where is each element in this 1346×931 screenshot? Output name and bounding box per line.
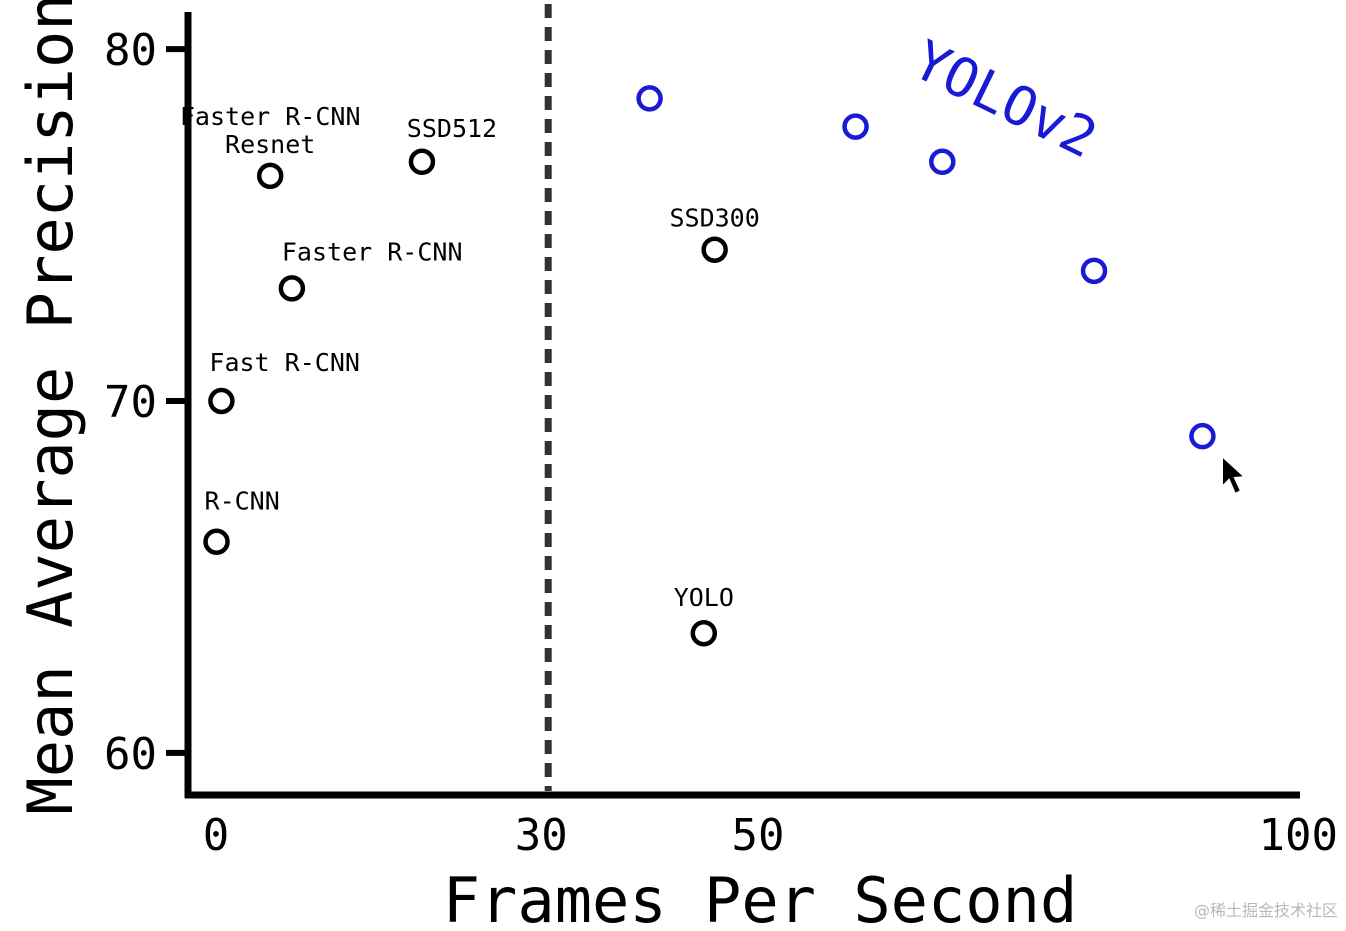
x-tick-label: 50 (732, 810, 785, 861)
data-point (203, 528, 230, 555)
point-label: YOLO (674, 583, 734, 612)
y-tick-label: 80 (104, 25, 157, 76)
x-tick-label: 30 (515, 810, 568, 861)
y-axis-title: Mean Average Precision (14, 0, 87, 815)
yolov2-point (1080, 257, 1108, 285)
yolov2-point (929, 148, 956, 176)
yolov2-point (1189, 422, 1216, 450)
yolov2-series-label: YOLOv2 (904, 28, 1107, 170)
data-point (208, 387, 235, 415)
point-label: SSD512 (407, 114, 497, 143)
data-point (278, 275, 306, 302)
x-axis-title: Frames Per Second (443, 864, 1078, 927)
point-label: SSD300 (669, 204, 759, 233)
point-label: Faster R-CNN (282, 237, 463, 266)
watermark: @稀土掘金技术社区 (1193, 901, 1338, 920)
data-point (256, 162, 284, 190)
data-point (690, 619, 718, 647)
data-point (408, 148, 436, 176)
y-tick-label: 70 (104, 377, 157, 428)
point-label: Resnet (225, 130, 315, 159)
point-label: Faster R-CNN (180, 102, 361, 131)
point-label: R-CNN (205, 487, 280, 516)
yolov2-point (842, 113, 869, 140)
data-point (701, 236, 728, 263)
x-tick-label: 100 (1259, 810, 1338, 861)
point-label: Fast R-CNN (209, 348, 360, 377)
x-tick-label: 0 (203, 810, 230, 861)
yolov2-point (636, 85, 663, 112)
y-tick-label: 60 (104, 729, 157, 780)
mouse-cursor-icon (1221, 453, 1248, 496)
